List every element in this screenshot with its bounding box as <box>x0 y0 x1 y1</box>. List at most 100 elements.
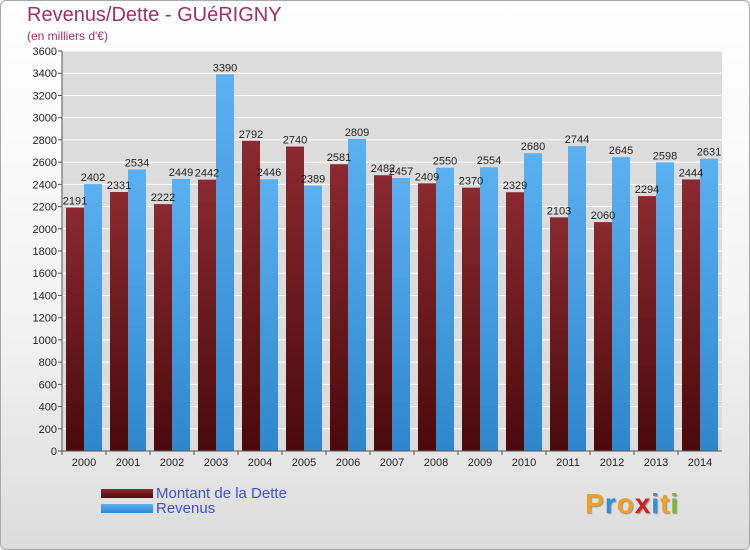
bar-dette <box>330 164 348 451</box>
x-tick-label: 2006 <box>336 457 360 469</box>
data-label-dette: 2442 <box>195 168 219 180</box>
bar-dette <box>638 196 656 451</box>
y-tick-label: 2200 <box>33 202 57 214</box>
y-tick-label: 800 <box>39 357 57 369</box>
bar-dette <box>418 183 436 452</box>
y-tick-label: 1000 <box>33 335 57 347</box>
data-label-dette: 2482 <box>371 163 395 175</box>
y-tick-label: 1400 <box>33 290 57 302</box>
data-label-revenus: 2402 <box>81 172 105 184</box>
legend-label-dette: Montant de la Dette <box>156 485 287 502</box>
bar-dette <box>374 175 392 451</box>
x-tick-label: 2013 <box>644 457 668 469</box>
y-tick-label: 400 <box>39 402 57 414</box>
data-label-revenus: 2680 <box>521 141 545 153</box>
bar-dette <box>550 217 568 451</box>
y-tick-label: 3000 <box>33 113 57 125</box>
y-tick-label: 3600 <box>33 46 57 58</box>
y-axis-ticks: 0 200 400 600 800 1000 1200 1400 1600 1800 2000 220… <box>33 46 62 458</box>
x-tick-label: 2014 <box>688 457 712 469</box>
x-tick-label: 2011 <box>556 457 580 469</box>
bar-revenus <box>392 178 410 451</box>
y-tick-label: 3400 <box>33 68 57 80</box>
x-tick-label: 2012 <box>600 457 624 469</box>
bar-revenus <box>568 146 586 451</box>
data-label-revenus: 2449 <box>169 167 193 179</box>
bar-dette <box>198 179 216 451</box>
bar-dette <box>506 192 524 451</box>
bar-revenus <box>612 157 630 451</box>
data-label-dette: 2294 <box>635 184 659 196</box>
data-label-dette: 2329 <box>503 180 527 192</box>
x-tick-label: 2000 <box>72 457 96 469</box>
bar-revenus <box>656 162 674 452</box>
bar-dette <box>154 204 172 451</box>
x-tick-label: 2007 <box>380 457 404 469</box>
data-label-dette: 2060 <box>591 210 615 222</box>
x-axis-ticks: 2000 2001 2002 2003 2004 2005 2006 2007 2008 2009… <box>61 451 712 469</box>
bar-revenus <box>84 184 102 451</box>
data-label-dette: 2792 <box>239 129 263 141</box>
bar-revenus <box>304 185 322 452</box>
y-tick-label: 1600 <box>33 268 57 280</box>
y-tick-label: 2400 <box>33 179 57 191</box>
data-label-revenus: 2809 <box>345 127 369 139</box>
x-tick-label: 2002 <box>160 457 184 469</box>
bar-revenus <box>700 158 718 451</box>
y-tick-label: 600 <box>39 379 57 391</box>
y-tick-label: 2000 <box>33 224 57 236</box>
bar-revenus <box>436 167 454 451</box>
y-tick-label: 200 <box>39 424 57 436</box>
data-label-dette: 2740 <box>283 135 307 147</box>
x-tick-label: 2010 <box>512 457 536 469</box>
bar-revenus <box>260 179 278 451</box>
y-tick-label: 0 <box>51 446 57 458</box>
data-label-dette: 2370 <box>459 176 483 188</box>
x-tick-label: 2009 <box>468 457 492 469</box>
data-label-revenus: 2389 <box>301 174 325 186</box>
x-tick-label: 2001 <box>116 457 140 469</box>
data-label-dette: 2444 <box>679 167 703 179</box>
data-label-revenus: 2744 <box>565 134 589 146</box>
chart-subtitle: (en milliers d'€) <box>27 29 108 43</box>
data-label-dette: 2103 <box>547 205 571 217</box>
bar-revenus <box>128 169 146 451</box>
data-label-dette: 2331 <box>107 180 131 192</box>
y-tick-label: 2600 <box>33 157 57 169</box>
y-tick-label: 2800 <box>33 135 57 147</box>
bar-dette <box>594 222 612 451</box>
bars <box>66 74 718 452</box>
bar-revenus <box>172 178 190 451</box>
data-label-revenus: 2446 <box>257 167 281 179</box>
bar-revenus <box>524 153 542 451</box>
data-label-dette: 2191 <box>63 196 87 208</box>
data-label-revenus: 2550 <box>433 156 457 168</box>
x-tick-label: 2005 <box>292 457 316 469</box>
data-label-revenus: 3390 <box>213 62 237 74</box>
x-tick-label: 2003 <box>204 457 228 469</box>
y-tick-label: 1200 <box>33 313 57 325</box>
legend-swatch-revenus <box>101 504 153 513</box>
data-label-revenus: 2534 <box>125 157 149 169</box>
bar-dette <box>110 192 128 451</box>
bar-dette <box>462 187 480 451</box>
y-tick-label: 3200 <box>33 90 57 102</box>
proxiti-logo: Proxiti <box>585 488 680 519</box>
legend-label-revenus: Revenus <box>156 500 216 517</box>
bar-dette <box>242 140 260 451</box>
x-tick-label: 2004 <box>248 457 272 469</box>
bar-dette <box>682 179 700 451</box>
data-label-revenus: 2598 <box>653 150 677 162</box>
bar-dette <box>66 207 84 451</box>
y-tick-label: 1800 <box>33 246 57 258</box>
data-label-dette: 2409 <box>415 171 439 183</box>
data-label-revenus: 2457 <box>389 166 413 178</box>
bar-revenus <box>216 74 234 451</box>
data-label-dette: 2581 <box>327 152 351 164</box>
bar-revenus <box>480 167 498 451</box>
legend-swatch-dette <box>101 489 153 498</box>
bar-revenus <box>348 138 366 451</box>
